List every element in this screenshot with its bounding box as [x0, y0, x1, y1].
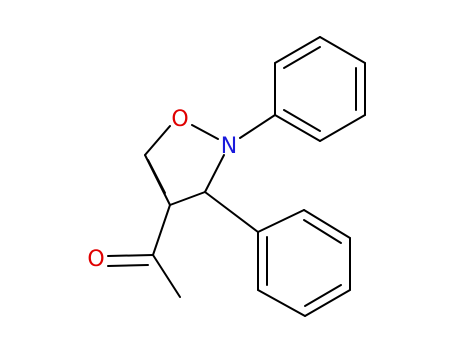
bond — [257, 289, 306, 317]
bond — [147, 159, 166, 194]
bond — [274, 114, 321, 142]
bond — [283, 46, 321, 69]
bond — [303, 209, 351, 239]
bond — [303, 219, 342, 244]
atom-label: N — [221, 134, 237, 159]
bond — [304, 289, 351, 317]
bond — [107, 264, 149, 267]
bond — [319, 114, 366, 142]
bonds — [107, 36, 366, 317]
bond — [152, 204, 171, 256]
bond — [319, 36, 366, 64]
bond — [169, 191, 206, 206]
bond — [283, 109, 321, 132]
bond — [204, 191, 259, 233]
bond — [107, 254, 154, 257]
bond — [274, 36, 321, 64]
bond — [304, 284, 342, 307]
atom-label: O — [87, 247, 104, 272]
bond — [239, 114, 276, 139]
bond — [152, 254, 181, 298]
bond — [191, 124, 219, 140]
bond — [204, 154, 225, 193]
atom-label: O — [171, 107, 188, 132]
bond — [257, 209, 305, 233]
bond — [144, 125, 171, 156]
